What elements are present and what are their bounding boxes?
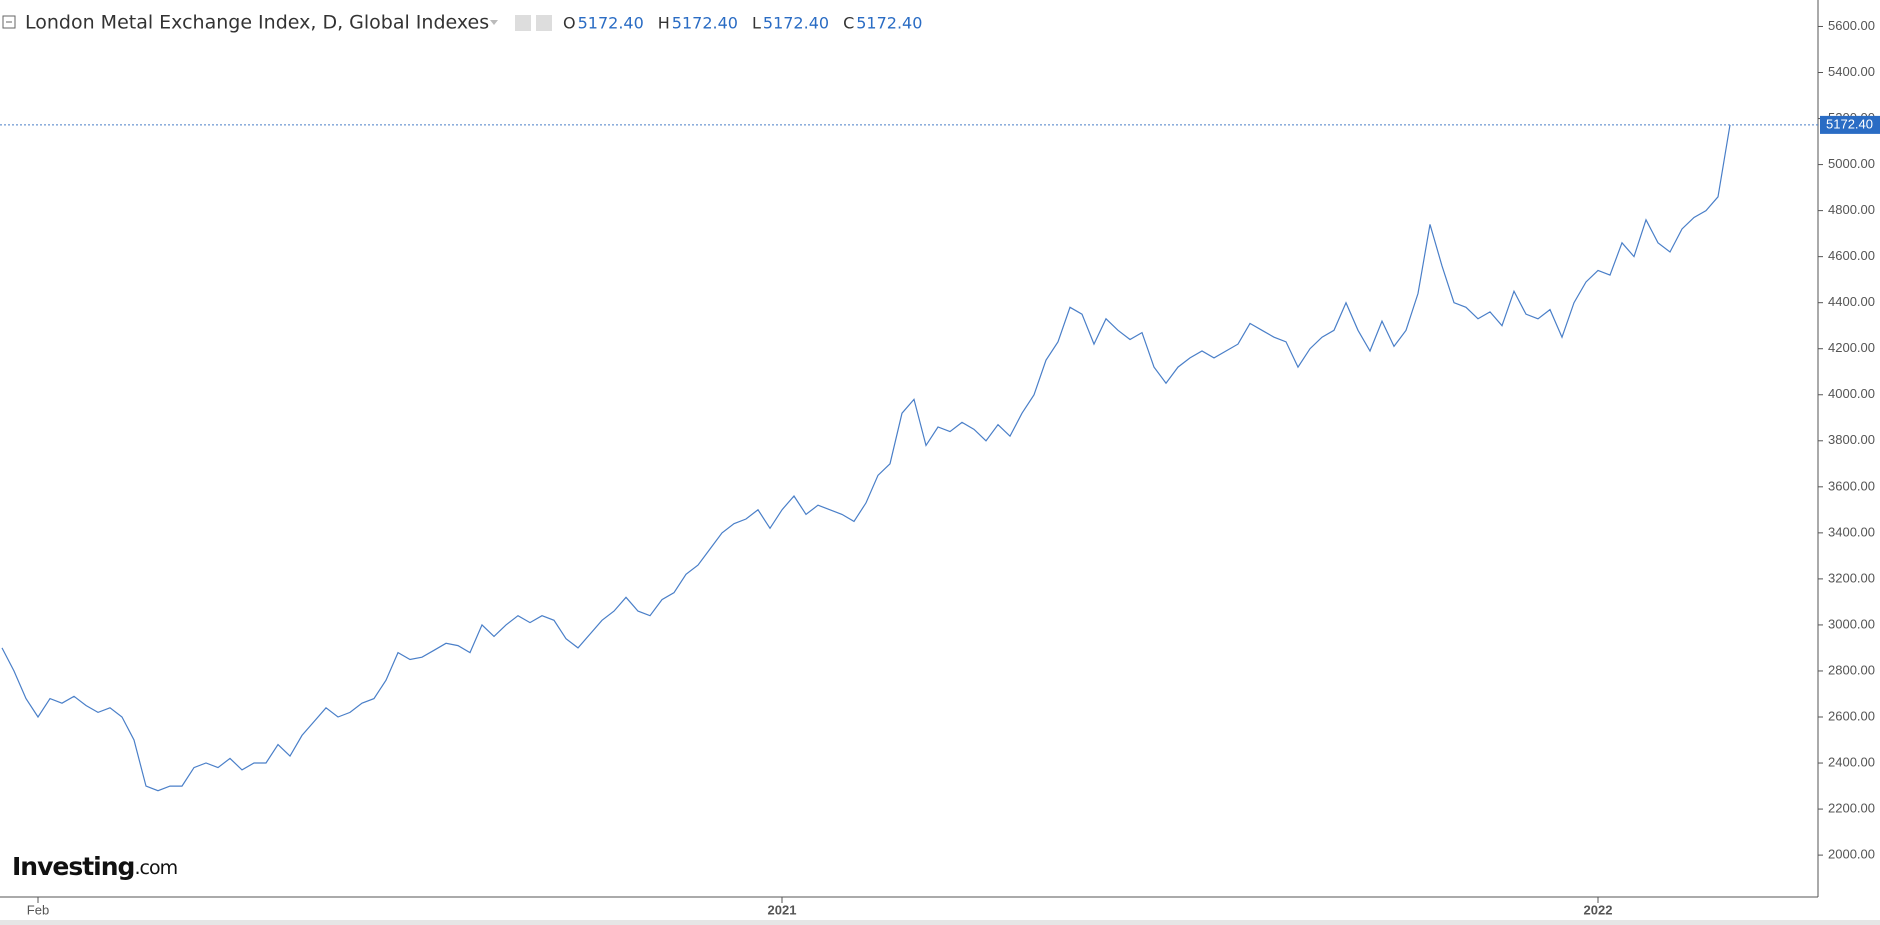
last-price-tag — [1820, 115, 1880, 134]
ohlc-group: O 5172.40 H 5172.40 L 5172.40 C 5172.40 — [563, 14, 922, 33]
x-tick-label: 2022 — [1584, 902, 1613, 917]
logo: Investing.com — [12, 852, 177, 881]
ohlc-value: 5172.40 — [856, 14, 922, 33]
y-tick-label: 4400.00 — [1828, 294, 1875, 309]
bottom-strip — [0, 920, 1880, 925]
y-tick-label: 5400.00 — [1828, 64, 1875, 79]
collapse-button[interactable] — [2, 15, 16, 29]
ohlc-value: 5172.40 — [672, 14, 738, 33]
y-tick-label: 2000.00 — [1828, 847, 1875, 862]
y-tick-label: 2800.00 — [1828, 662, 1875, 677]
x-tick-label: Feb — [27, 902, 49, 917]
x-tick-label: 2021 — [768, 902, 797, 917]
logo-suffix: .com — [134, 857, 177, 879]
ohlc-key: H — [658, 14, 670, 33]
ohlc-value: 5172.40 — [578, 14, 644, 33]
price-line — [1, 124, 1731, 792]
y-tick-label: 3800.00 — [1828, 432, 1875, 447]
y-tick-label: 4000.00 — [1828, 386, 1875, 401]
ohlc-key: O — [563, 14, 576, 33]
y-tick-label: 2600.00 — [1828, 708, 1875, 723]
camera-icon[interactable] — [515, 15, 531, 31]
chart-title: London Metal Exchange Index, D, Global I… — [25, 12, 489, 34]
y-tick-label: 2200.00 — [1828, 801, 1875, 816]
y-tick-label: 4600.00 — [1828, 248, 1875, 263]
ohlc-value: 5172.40 — [763, 14, 829, 33]
y-tick-label: 5000.00 — [1828, 156, 1875, 171]
y-tick-label: 3600.00 — [1828, 478, 1875, 493]
y-tick-label: 2400.00 — [1828, 754, 1875, 769]
ohlc-key: C — [843, 14, 854, 33]
ohlc-key: L — [752, 14, 761, 33]
y-tick-label: 4800.00 — [1828, 202, 1875, 217]
logo-main: Investing — [12, 852, 134, 881]
dropdown-arrow[interactable] — [490, 20, 498, 25]
y-tick-label: 3000.00 — [1828, 616, 1875, 631]
last-price-label: 5172.40 — [1826, 116, 1873, 131]
settings-icon[interactable] — [536, 15, 552, 31]
y-tick-label: 3400.00 — [1828, 524, 1875, 539]
y-tick-label: 4200.00 — [1828, 340, 1875, 355]
y-tick-label: 3200.00 — [1828, 570, 1875, 585]
y-tick-label: 5600.00 — [1828, 18, 1875, 33]
